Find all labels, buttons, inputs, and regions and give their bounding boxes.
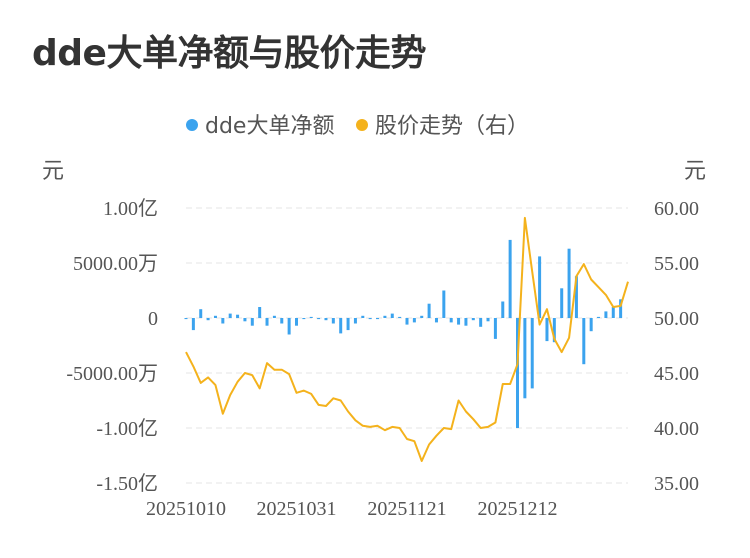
bar <box>508 239 512 318</box>
bar <box>574 276 578 318</box>
x-tick-label: 20251121 <box>367 498 446 520</box>
bar <box>457 318 461 325</box>
bar <box>368 318 372 320</box>
bar <box>597 316 601 318</box>
bar <box>434 318 438 323</box>
right-tick-label: 45.00 <box>654 363 699 385</box>
bar <box>317 318 321 320</box>
bar <box>184 318 188 320</box>
bar <box>545 318 549 342</box>
bar <box>287 318 291 335</box>
right-tick-label: 60.00 <box>654 198 699 220</box>
bar <box>302 318 306 320</box>
bar <box>493 318 497 339</box>
bar <box>376 318 380 320</box>
right-tick-label: 40.00 <box>654 418 699 440</box>
bar <box>324 318 328 321</box>
bar <box>442 290 446 318</box>
bar <box>243 318 247 322</box>
bar <box>213 315 217 318</box>
bar <box>427 303 431 318</box>
bar <box>191 318 195 331</box>
bar <box>412 318 416 323</box>
bar <box>221 318 225 324</box>
bar <box>611 307 615 318</box>
left-tick-label: -1.00亿 <box>96 417 158 440</box>
bar <box>280 318 284 324</box>
bar <box>272 315 276 318</box>
right-axis: 60.00 55.00 50.00 45.00 40.00 35.00 <box>654 198 699 495</box>
right-tick-label: 50.00 <box>654 308 699 330</box>
bar <box>309 316 313 318</box>
left-tick-label: 5000.00万 <box>73 253 158 275</box>
right-tick-label: 55.00 <box>654 253 699 275</box>
bar <box>604 311 608 318</box>
bar <box>199 309 203 318</box>
legend: dde大单净额 股价走势（右） <box>186 114 529 139</box>
bar <box>353 318 357 324</box>
chart-title: dde大单净额与股价走势 <box>32 33 426 74</box>
legend-label-bar: dde大单净额 <box>205 114 334 139</box>
left-tick-label: -1.50亿 <box>96 472 158 495</box>
bar <box>464 318 468 326</box>
x-tick-label: 20251212 <box>478 498 558 520</box>
bar <box>383 315 387 318</box>
bar <box>538 256 542 318</box>
bar <box>265 318 269 326</box>
bar <box>420 315 424 318</box>
bar <box>361 315 365 318</box>
bar <box>619 299 623 318</box>
bar <box>486 318 490 322</box>
bar <box>228 313 232 318</box>
bar <box>331 318 335 324</box>
legend-marker-bar <box>186 119 198 131</box>
bar <box>523 318 527 399</box>
x-tick-label: 20251010 <box>146 498 226 520</box>
bar <box>567 248 571 318</box>
bar <box>295 318 298 326</box>
bar <box>516 318 519 428</box>
left-tick-label: 1.00亿 <box>103 197 158 220</box>
legend-marker-line <box>356 119 368 131</box>
bar <box>390 313 394 318</box>
bar <box>530 318 534 389</box>
bar <box>589 318 593 332</box>
bar <box>398 316 402 318</box>
bar <box>236 314 240 318</box>
bar <box>582 318 586 365</box>
bar-series <box>184 239 623 428</box>
left-axis-unit: 元 <box>42 159 64 184</box>
bar <box>501 301 505 318</box>
bar <box>449 318 453 323</box>
bar <box>206 318 210 321</box>
bar <box>552 318 556 343</box>
bar <box>250 318 254 326</box>
left-tick-label: -5000.00万 <box>66 363 158 385</box>
bar <box>471 318 475 321</box>
right-axis-unit: 元 <box>684 159 706 184</box>
bar <box>479 318 483 327</box>
bar <box>258 307 262 318</box>
left-axis: 1.00亿 5000.00万 0 -5000.00万 -1.00亿 -1.50亿 <box>66 197 158 495</box>
bar <box>346 318 350 331</box>
bar <box>339 318 343 334</box>
bar <box>560 288 564 318</box>
line-series <box>185 216 629 462</box>
left-tick-label: 0 <box>148 308 158 330</box>
x-axis: 20251010 20251031 20251121 20251212 <box>146 498 558 520</box>
grid <box>186 207 628 484</box>
price-line <box>185 216 629 462</box>
right-tick-label: 35.00 <box>654 473 699 495</box>
x-tick-label: 20251031 <box>257 498 337 520</box>
bar <box>405 318 409 325</box>
legend-label-line: 股价走势（右） <box>375 114 529 139</box>
